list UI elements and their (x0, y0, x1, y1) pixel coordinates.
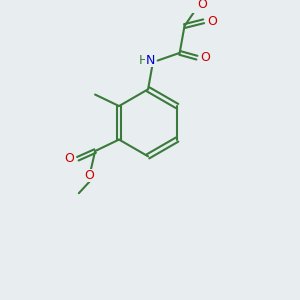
Text: O: O (84, 169, 94, 182)
Text: O: O (207, 15, 217, 28)
Text: H: H (139, 54, 148, 67)
Text: O: O (198, 0, 208, 11)
Text: O: O (201, 51, 211, 64)
Text: O: O (64, 152, 74, 165)
Text: N: N (145, 54, 155, 67)
